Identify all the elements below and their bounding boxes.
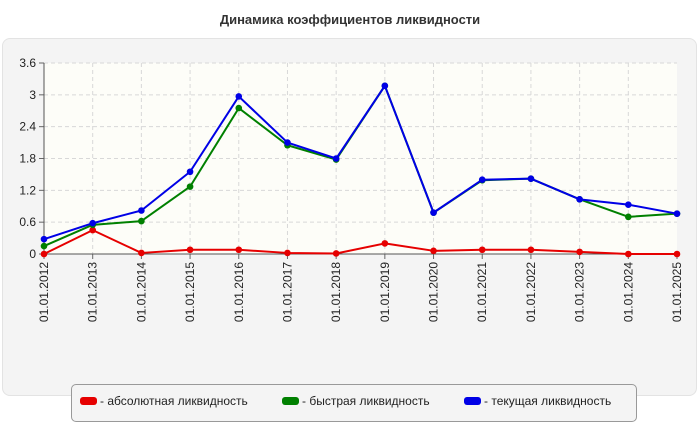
x-tick-label: 01.01.2015	[183, 262, 197, 322]
legend-label: - абсолютная ликвидность	[100, 394, 248, 408]
series-point-2	[40, 235, 48, 243]
series-point-2	[381, 82, 389, 90]
series-line-2	[43, 84, 678, 241]
x-tick-label: 01.01.2018	[329, 262, 343, 322]
series-point-0	[284, 249, 291, 257]
series-point-2	[284, 139, 291, 146]
series-line-0	[43, 229, 677, 255]
chart-panel: 0 0.6 1.2 1.8 2.4 3 3.6 01.01.2012 01.01.2013 01.…	[2, 38, 697, 422]
series-point-0	[89, 226, 96, 234]
series-point-2	[576, 196, 583, 203]
x-tick-label: 01.01.2017	[280, 262, 294, 322]
series-point-2	[138, 207, 145, 214]
legend-item: - абсолютная ликвидность	[80, 394, 248, 408]
series-point-0	[40, 250, 48, 258]
series-point-2	[478, 176, 486, 184]
y-tick-label: 2.4	[19, 120, 36, 134]
y-tick-label: 0	[29, 247, 36, 261]
series-point-1	[186, 183, 194, 190]
series-point-1	[138, 217, 145, 225]
legend-item: - быстрая ликвидность	[282, 394, 430, 408]
series-point-2	[235, 93, 243, 100]
series-point-2	[625, 201, 632, 208]
x-tick-label: 01.01.2022	[524, 262, 538, 322]
legend-swatch	[464, 396, 481, 405]
y-tick-label: 3.6	[19, 56, 36, 70]
series-point-0	[625, 250, 632, 258]
y-tick-label: 0.6	[19, 215, 36, 229]
x-tick-label: 01.01.2025	[670, 262, 684, 322]
series-point-1	[625, 213, 632, 221]
y-tick-label: 3	[29, 88, 36, 102]
x-tick-label: 01.01.2021	[475, 262, 489, 322]
legend-swatch	[80, 396, 97, 405]
series-point-2	[527, 175, 535, 182]
series-point-1	[235, 104, 243, 112]
x-tick-label: 01.01.2012	[37, 262, 51, 322]
x-tick-label: 01.01.2016	[232, 262, 246, 322]
legend-label: - текущая ликвидность	[484, 394, 612, 408]
series-point-0	[527, 246, 535, 254]
series-point-0	[576, 248, 583, 256]
series-point-0	[332, 250, 340, 257]
series-point-2	[186, 168, 194, 176]
chart-legend: - абсолютная ликвидность - быстрая ликвид…	[71, 384, 637, 422]
legend-swatch	[282, 396, 299, 405]
x-tick-label: 01.01.2014	[134, 262, 148, 322]
series-point-0	[138, 249, 145, 257]
series-point-0	[430, 247, 437, 255]
series-point-2	[673, 210, 681, 217]
chart-title: Динамика коэффициентов ликвидности	[219, 12, 481, 27]
series-point-2	[332, 155, 340, 162]
y-tick-label: 1.8	[19, 152, 36, 166]
series-point-0	[235, 246, 243, 254]
legend-item: - текущая ликвидность	[464, 394, 611, 408]
x-tick-label: 01.01.2013	[86, 262, 100, 322]
x-tick-label: 01.01.2020	[427, 262, 441, 322]
series-point-0	[186, 246, 194, 254]
x-tick-label: 01.01.2023	[573, 262, 587, 322]
x-tick-label: 01.01.2024	[621, 262, 635, 322]
y-tick-label: 1.2	[19, 183, 36, 197]
series-point-0	[673, 250, 681, 258]
series-point-2	[89, 219, 96, 227]
series-point-2	[430, 209, 437, 216]
chart-plot: 0 0.6 1.2 1.8 2.4 3 3.6 01.01.2012 01.01.2013 01.…	[19, 56, 684, 322]
series-point-0	[478, 246, 486, 254]
legend-label: - быстрая ликвидность	[302, 394, 430, 408]
series-point-1	[40, 242, 48, 250]
x-tick-label: 01.01.2019	[378, 262, 392, 322]
series-point-0	[381, 240, 389, 247]
